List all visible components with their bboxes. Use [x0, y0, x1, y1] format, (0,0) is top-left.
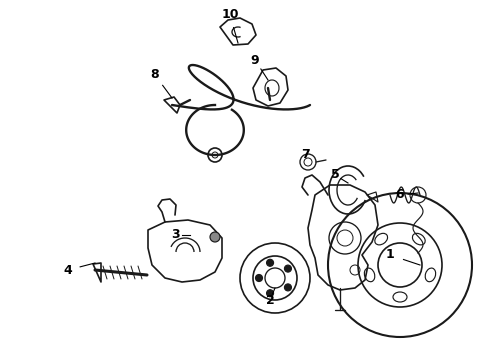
Text: 5: 5: [331, 168, 340, 181]
Circle shape: [210, 232, 220, 242]
Text: 10: 10: [221, 9, 239, 22]
Text: 2: 2: [266, 293, 274, 306]
Text: 8: 8: [151, 68, 159, 81]
Text: 4: 4: [64, 264, 73, 276]
Text: 3: 3: [171, 229, 179, 242]
Circle shape: [284, 284, 292, 291]
Circle shape: [284, 265, 292, 272]
Circle shape: [267, 290, 273, 297]
Text: 7: 7: [301, 148, 309, 162]
Text: 1: 1: [386, 248, 394, 261]
Circle shape: [267, 259, 273, 266]
Text: 9: 9: [251, 54, 259, 67]
Text: 6: 6: [396, 189, 404, 202]
Circle shape: [255, 274, 263, 282]
